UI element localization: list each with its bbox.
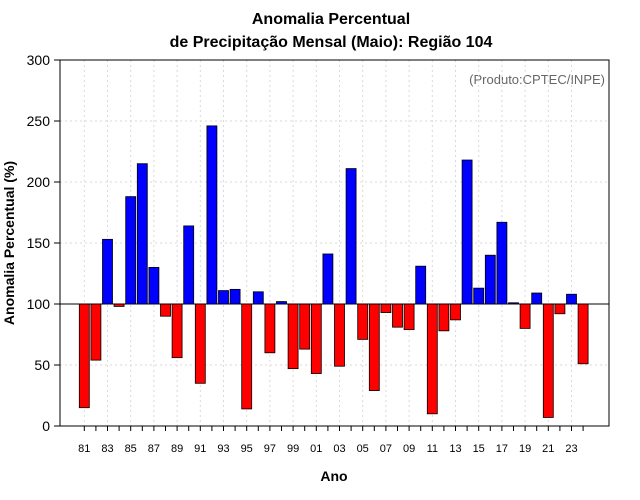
bar-13 bbox=[450, 303, 461, 321]
x-tick-label: 09 bbox=[403, 443, 415, 455]
y-axis-title: Anomalia Percentual (%) bbox=[1, 161, 17, 325]
bar-90 bbox=[183, 225, 195, 305]
x-tick-label: 97 bbox=[264, 443, 276, 455]
bar-05 bbox=[357, 303, 369, 340]
bar-07 bbox=[380, 303, 392, 313]
bar-87 bbox=[148, 266, 160, 305]
bar-22 bbox=[554, 303, 566, 315]
x-tick-label: 19 bbox=[519, 443, 531, 455]
bar-12 bbox=[438, 303, 450, 332]
x-tick-label: 07 bbox=[380, 443, 392, 455]
x-tick-label: 89 bbox=[171, 443, 183, 455]
bars bbox=[78, 125, 589, 418]
x-tick-label: 11 bbox=[427, 443, 438, 455]
y-tick-label: 200 bbox=[27, 174, 51, 190]
y-tick-label: 50 bbox=[34, 357, 50, 373]
x-tick-label: 91 bbox=[194, 443, 206, 455]
bar-03 bbox=[334, 303, 345, 367]
x-tick-label: 93 bbox=[217, 443, 229, 455]
chart-title-line1: Anomalia Percentual bbox=[252, 11, 410, 28]
x-tick-label: 83 bbox=[101, 443, 113, 455]
bar-16 bbox=[484, 254, 496, 305]
x-tick-label: 13 bbox=[449, 443, 461, 455]
bar-20 bbox=[531, 292, 543, 305]
bar-08 bbox=[392, 303, 403, 328]
bar-01 bbox=[310, 303, 322, 374]
y-tick-label: 300 bbox=[27, 52, 51, 68]
y-tick-label: 150 bbox=[27, 235, 51, 251]
credit-label: (Produto:CPTEC/INPE) bbox=[469, 72, 605, 87]
bar-89 bbox=[171, 303, 183, 359]
y-tick-label: 100 bbox=[27, 296, 51, 312]
bar-93 bbox=[218, 290, 229, 305]
bar-99 bbox=[287, 303, 299, 370]
bar-83 bbox=[102, 238, 113, 305]
bar-82 bbox=[90, 303, 102, 361]
x-tick-label: 87 bbox=[148, 443, 160, 455]
bar-06 bbox=[368, 303, 380, 392]
bar-81 bbox=[78, 303, 90, 409]
x-tick-label: 01 bbox=[310, 443, 322, 455]
x-tick-label: 81 bbox=[78, 443, 90, 455]
bar-95 bbox=[241, 303, 253, 410]
bar-24 bbox=[577, 303, 589, 365]
y-tick-label: 250 bbox=[27, 113, 51, 129]
x-tick-label: 21 bbox=[542, 443, 554, 455]
bar-09 bbox=[403, 303, 415, 331]
x-tick-label: 15 bbox=[473, 443, 485, 455]
bar-10 bbox=[415, 265, 427, 305]
bar-96 bbox=[252, 291, 264, 305]
chart-title-line2: de Precipitação Mensal (Maio): Região 10… bbox=[170, 34, 493, 51]
bar-88 bbox=[160, 303, 171, 317]
bar-86 bbox=[136, 163, 148, 305]
x-tick-label: 05 bbox=[357, 443, 369, 455]
bar-17 bbox=[496, 221, 508, 305]
bar-21 bbox=[542, 303, 554, 418]
y-tick-label: 0 bbox=[42, 418, 50, 434]
bar-19 bbox=[519, 303, 531, 329]
bar-04 bbox=[345, 168, 357, 305]
bar-97 bbox=[264, 303, 276, 354]
x-tick-label: 95 bbox=[241, 443, 253, 455]
bar-23 bbox=[566, 293, 577, 305]
bar-15 bbox=[473, 287, 485, 305]
x-tick-label: 17 bbox=[496, 443, 508, 455]
bar-91 bbox=[194, 303, 206, 384]
bar-94 bbox=[229, 288, 241, 305]
x-tick-label: 99 bbox=[287, 443, 299, 455]
bar-85 bbox=[125, 196, 137, 305]
x-tick-label: 23 bbox=[565, 443, 577, 455]
bar-02 bbox=[322, 253, 334, 305]
bar-00 bbox=[299, 303, 311, 350]
x-tick-label: 03 bbox=[333, 443, 345, 455]
x-axis-title: Ano bbox=[320, 468, 347, 484]
bar-14 bbox=[461, 159, 473, 305]
x-tick-label: 85 bbox=[125, 443, 137, 455]
bar-92 bbox=[206, 125, 218, 305]
bar-11 bbox=[426, 303, 438, 415]
